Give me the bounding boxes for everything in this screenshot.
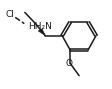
Text: O: O (65, 59, 72, 68)
Text: Cl: Cl (6, 10, 14, 19)
Text: HH₂N: HH₂N (28, 22, 52, 31)
Polygon shape (38, 29, 45, 36)
